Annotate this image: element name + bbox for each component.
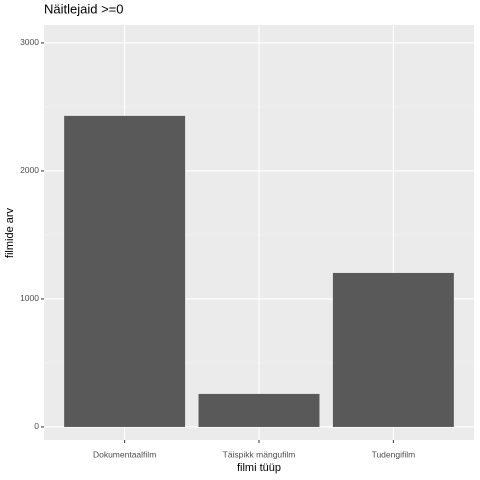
y-tick-label: 1000 — [20, 293, 39, 303]
x-axis-title: filmi tüüp — [237, 462, 281, 474]
y-axis-title: filmide arv — [4, 207, 16, 258]
y-tick-label: 0 — [34, 421, 39, 431]
bar — [198, 393, 320, 427]
y-tick-label: 2000 — [20, 165, 39, 175]
x-tick-label: Tudengifilm — [372, 449, 416, 459]
x-tick-label: Täispikk mängufilm — [223, 449, 296, 459]
y-tick-label: 3000 — [20, 37, 39, 47]
x-tick-label: Dokumentaalfilm — [93, 449, 156, 459]
bar — [64, 115, 186, 427]
bar — [332, 272, 454, 427]
chart-title: Näitlejaid >=0 — [44, 1, 124, 16]
